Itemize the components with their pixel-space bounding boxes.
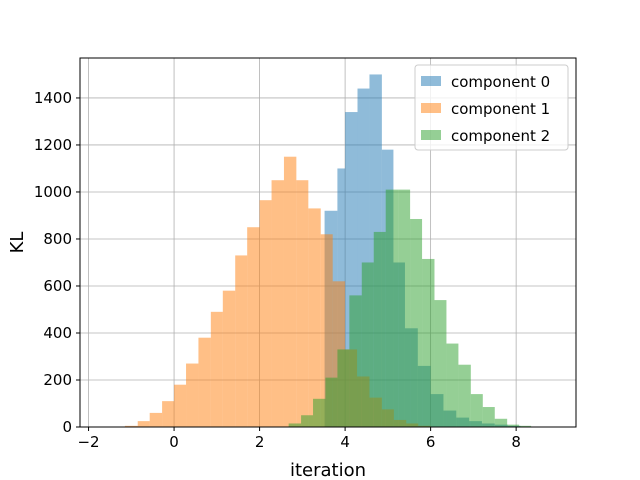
histogram-bar: [222, 290, 236, 427]
x-tick-label: 0: [169, 433, 179, 451]
histogram-bar: [470, 394, 483, 427]
histogram-bar: [361, 262, 374, 427]
histogram-bar: [325, 377, 338, 427]
x-axis-label: iteration: [290, 460, 366, 480]
histogram-bar: [357, 88, 370, 427]
histogram-bar: [507, 424, 520, 427]
histogram-bar: [288, 423, 302, 427]
series-2-bars: [288, 189, 532, 427]
legend-swatch: [421, 103, 441, 113]
histogram-bar: [235, 255, 248, 427]
x-tick-label: −2: [77, 433, 99, 451]
legend-swatch: [421, 130, 441, 140]
histogram-bar: [198, 337, 211, 427]
histogram-bar: [519, 425, 532, 427]
y-tick-label: 200: [43, 371, 72, 389]
legend-label: component 1: [451, 100, 550, 118]
y-tick-label: 600: [43, 277, 72, 295]
y-tick-label: 1000: [34, 183, 72, 201]
y-tick-label: 800: [43, 230, 72, 248]
y-tick-label: 1400: [34, 89, 72, 107]
histogram-bar: [385, 189, 399, 427]
histogram-bar: [247, 227, 260, 427]
y-tick-label: 400: [43, 324, 72, 342]
histogram-bar: [149, 412, 163, 427]
histogram-bar: [296, 180, 309, 427]
y-tick-label: 0: [62, 418, 72, 436]
histogram-bars: [124, 74, 532, 428]
histogram-bar: [458, 364, 471, 427]
histogram-bar: [434, 300, 447, 427]
histogram-bar: [124, 425, 138, 427]
legend: component 0 component 1 component 2: [414, 64, 569, 151]
histogram-bar: [349, 295, 362, 427]
plot-frame: [79, 57, 577, 428]
histogram-bar: [137, 421, 150, 427]
histogram-bar: [482, 407, 495, 427]
y-tick-label: 1200: [34, 136, 72, 154]
histogram-bar: [398, 189, 411, 427]
histogram-bar: [259, 200, 272, 427]
legend-label: component 0: [451, 73, 550, 91]
histogram-bar: [174, 384, 187, 427]
x-tick-label: 6: [426, 433, 436, 451]
legend-box: [414, 64, 569, 151]
histogram-bar: [271, 180, 284, 427]
histogram-bar: [446, 343, 459, 427]
histogram-bar: [283, 156, 297, 427]
y-axis-label: KL: [7, 232, 28, 254]
histogram-bar: [301, 415, 314, 427]
x-tick-label: 2: [255, 433, 265, 451]
x-tick-label: 8: [511, 433, 521, 451]
legend-label: component 2: [451, 127, 550, 145]
histogram-bar: [186, 363, 199, 427]
legend-swatch: [421, 76, 441, 86]
histogram-bar: [308, 208, 321, 427]
y-axis-ticks: 0 200 400 600 800 1000 1200 1400: [34, 89, 80, 436]
histogram-bar: [313, 398, 326, 427]
x-tick-label: 4: [340, 433, 350, 451]
histogram-bar: [320, 234, 333, 427]
histogram-bar: [410, 218, 423, 427]
histogram-bar: [494, 418, 508, 427]
histogram-bar: [422, 258, 435, 427]
histogram-bar: [337, 349, 350, 427]
histogram-bar: [162, 401, 175, 427]
histogram-bar: [373, 231, 386, 427]
histogram-bar: [210, 311, 223, 427]
x-axis-ticks: −2 0 2 4 6 8: [77, 427, 521, 451]
